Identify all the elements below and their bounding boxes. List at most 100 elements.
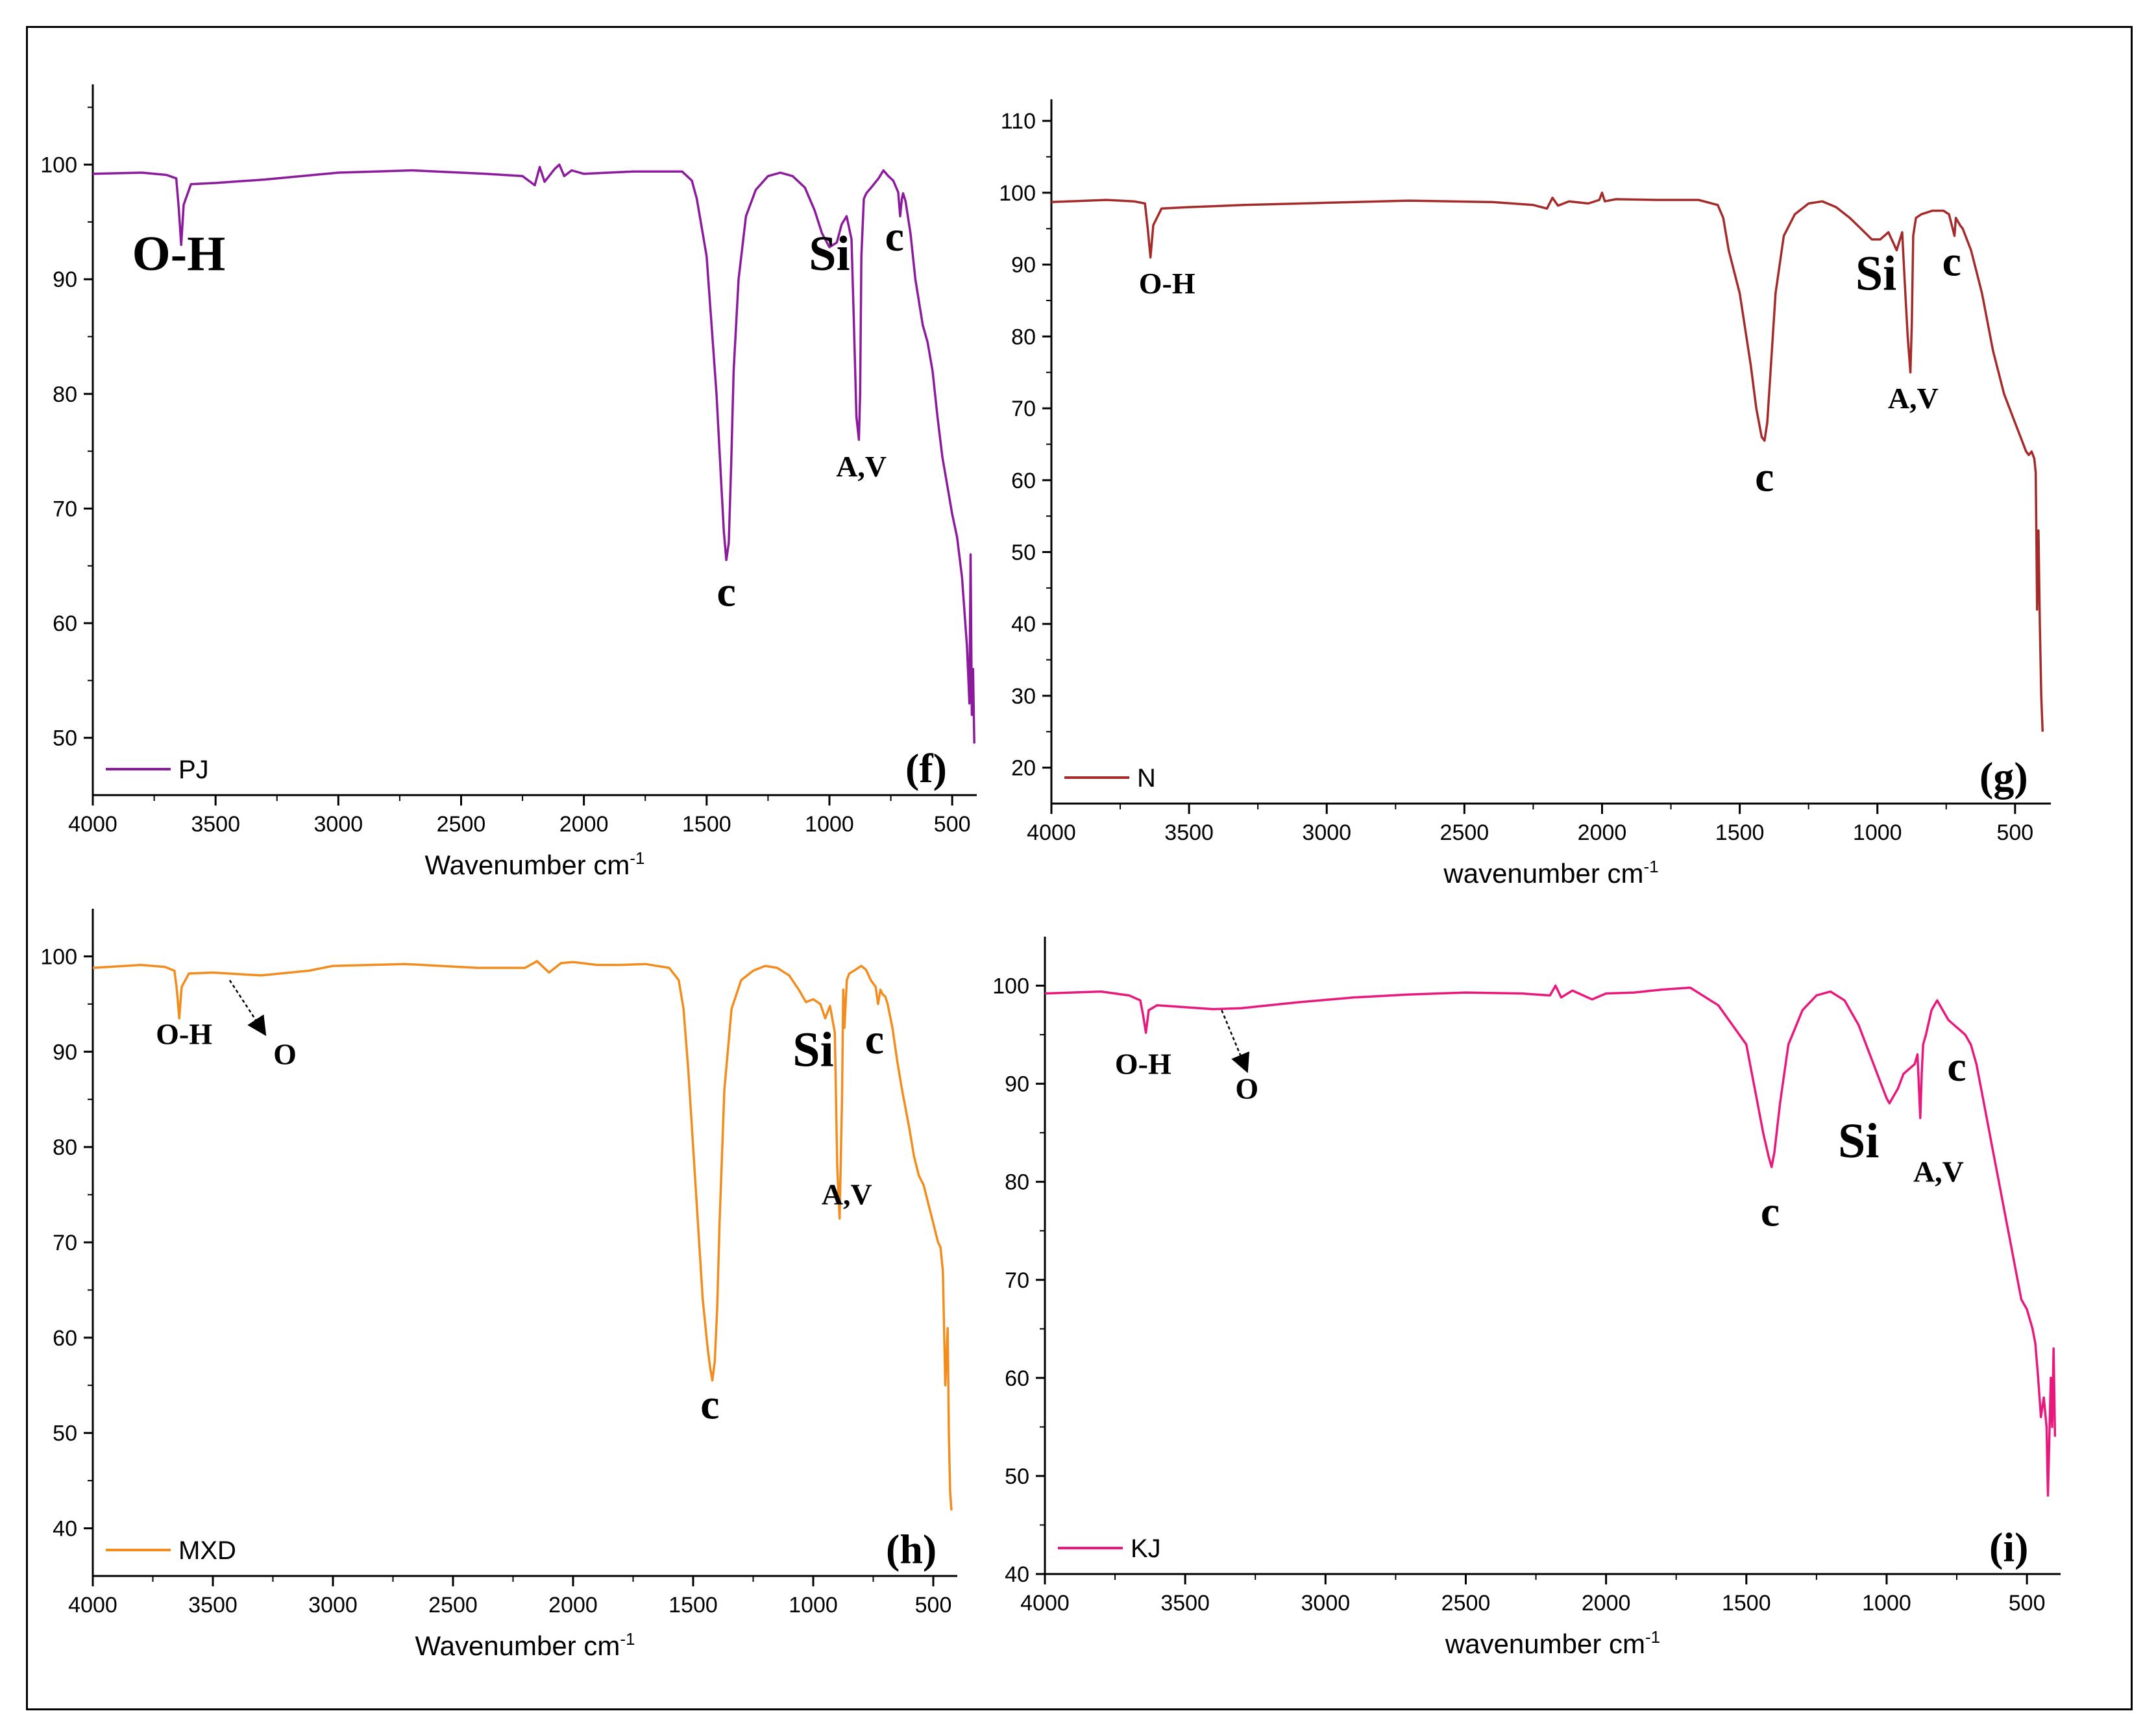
peak-annotation: c (700, 1381, 719, 1429)
y-tick-label: 70 (53, 1231, 77, 1255)
x-tick-label: 500 (2009, 1591, 2046, 1616)
y-tick-label: 50 (1005, 1464, 1029, 1489)
x-tick-label: 1000 (1862, 1591, 1911, 1616)
y-tick-label: 40 (1005, 1562, 1029, 1587)
x-tick-label: 4000 (1027, 820, 1076, 845)
peak-annotation: O-H (156, 1018, 212, 1051)
peak-annotation: c (717, 569, 735, 616)
x-axis-title: Wavenumber cm-1 (415, 1629, 635, 1661)
y-tick-label: 100 (40, 153, 77, 178)
figure-frame (26, 26, 2133, 1710)
panel-label: (h) (886, 1526, 937, 1572)
y-tick-label: 40 (53, 1517, 77, 1542)
x-tick-label: 3000 (314, 812, 363, 837)
annotation-arrow (228, 979, 267, 1037)
x-tick-label: 4000 (68, 1593, 117, 1618)
y-tick-label: 80 (1005, 1170, 1029, 1195)
x-tick-label: 2000 (559, 812, 609, 837)
y-tick-label: 80 (53, 1135, 77, 1160)
x-tick-label: 2000 (1582, 1591, 1631, 1616)
peak-annotation: A,V (1913, 1155, 1964, 1188)
y-tick-label: 60 (1005, 1366, 1029, 1391)
y-tick-label: 80 (1011, 325, 1036, 349)
y-tick-label: 40 (1011, 612, 1036, 637)
x-axis-title: wavenumber cm-1 (1445, 1627, 1660, 1659)
y-tick-label: 100 (999, 181, 1036, 206)
panel-f: 4000 3500 3000 2500 2000 1500 1000 500 50 60 70 80 9… (40, 84, 977, 880)
y-tick-label: 90 (53, 1040, 77, 1064)
series-line-mxd (92, 960, 953, 1510)
x-tick-label: 4000 (68, 812, 117, 837)
x-tick-label: 2000 (1578, 820, 1627, 845)
x-axis-title-text: Wavenumber cm (425, 850, 630, 880)
y-tick-label: 90 (1005, 1072, 1029, 1097)
y-tick-label: 70 (1011, 397, 1036, 421)
x-tick-label: 1500 (682, 812, 731, 837)
legend-label: MXD (178, 1536, 236, 1565)
peak-annotation: O (273, 1037, 297, 1070)
x-axis-title: Wavenumber cm-1 (425, 848, 645, 880)
y-tick-label: 60 (1011, 469, 1036, 493)
y-tick-label: 50 (53, 1421, 77, 1446)
x-tick-label: 500 (1996, 820, 2033, 845)
x-tick-label: 3000 (308, 1593, 358, 1618)
annotation-arrow (1221, 1009, 1250, 1074)
panel-i: 4000 3500 3000 2500 2000 1500 1000 500 40 50 60 70 8… (992, 937, 2061, 1659)
peak-annotation: O-H (1139, 267, 1195, 300)
legend-label: PJ (178, 756, 209, 784)
y-tick-label: 100 (40, 944, 77, 969)
peak-annotation: c (865, 1016, 884, 1063)
x-tick-label: 3000 (1301, 1591, 1351, 1616)
peak-annotation: c (1947, 1043, 1966, 1090)
y-tick-label: 60 (53, 1326, 77, 1351)
x-tick-label: 3500 (1160, 1591, 1210, 1616)
x-tick-label: 1000 (805, 812, 854, 837)
x-tick-label: 2000 (548, 1593, 598, 1618)
x-axis-title-superscript: -1 (620, 1629, 635, 1649)
x-tick-label: 3500 (191, 812, 240, 837)
panel-label: (i) (1989, 1524, 2028, 1570)
peak-annotation: c (1761, 1188, 1780, 1236)
peak-annotation: O-H (132, 227, 226, 281)
x-axis-title: wavenumber cm-1 (1443, 857, 1658, 889)
y-tick-label: 110 (1001, 109, 1036, 134)
x-tick-label: 1000 (789, 1593, 838, 1618)
series-line-pj (92, 163, 975, 744)
y-tick-label: 90 (1011, 253, 1036, 278)
peak-annotation: O-H (1115, 1048, 1171, 1081)
x-tick-label: 3500 (188, 1593, 238, 1618)
x-tick-label: 2500 (1440, 820, 1489, 845)
y-tick-label: 50 (53, 726, 77, 751)
x-tick-label: 500 (915, 1593, 952, 1618)
panel-label: (g) (1979, 754, 2028, 800)
y-tick-label: 80 (53, 382, 77, 407)
peak-annotation: Si (792, 1022, 833, 1077)
peak-annotation: Si (809, 227, 850, 281)
peak-annotation: c (885, 213, 904, 260)
y-tick-label: 30 (1011, 684, 1036, 709)
peak-annotation: c (1942, 238, 1961, 285)
x-tick-label: 500 (934, 812, 971, 837)
x-tick-label: 4000 (1020, 1591, 1070, 1616)
peak-annotation: O (1235, 1072, 1258, 1105)
x-tick-label: 1000 (1853, 820, 1902, 845)
panel-label: (f) (905, 745, 947, 791)
x-tick-label: 3000 (1302, 820, 1351, 845)
series-line-kj (1044, 984, 2057, 1497)
x-axis-title-text: wavenumber cm (1445, 1629, 1645, 1659)
x-axis-title-text: wavenumber cm (1443, 858, 1643, 889)
x-axis-title-superscript: -1 (1645, 1627, 1660, 1647)
x-axis-title-superscript: -1 (630, 848, 644, 868)
y-tick-label: 70 (1005, 1268, 1029, 1293)
y-tick-label: 100 (992, 974, 1029, 999)
y-tick-label: 50 (1011, 541, 1036, 565)
peak-annotation: A,V (1888, 382, 1939, 415)
peak-annotation: Si (1838, 1114, 1879, 1168)
panel-g: 4000 3500 3000 2500 2000 1500 1000 500 20 30 40 50 6… (999, 99, 2051, 889)
y-tick-label: 20 (1011, 756, 1036, 781)
x-axis-title-superscript: -1 (1643, 857, 1658, 876)
series-line-n (1051, 191, 2044, 732)
x-tick-label: 1500 (668, 1593, 718, 1618)
x-tick-label: 2500 (428, 1593, 478, 1618)
